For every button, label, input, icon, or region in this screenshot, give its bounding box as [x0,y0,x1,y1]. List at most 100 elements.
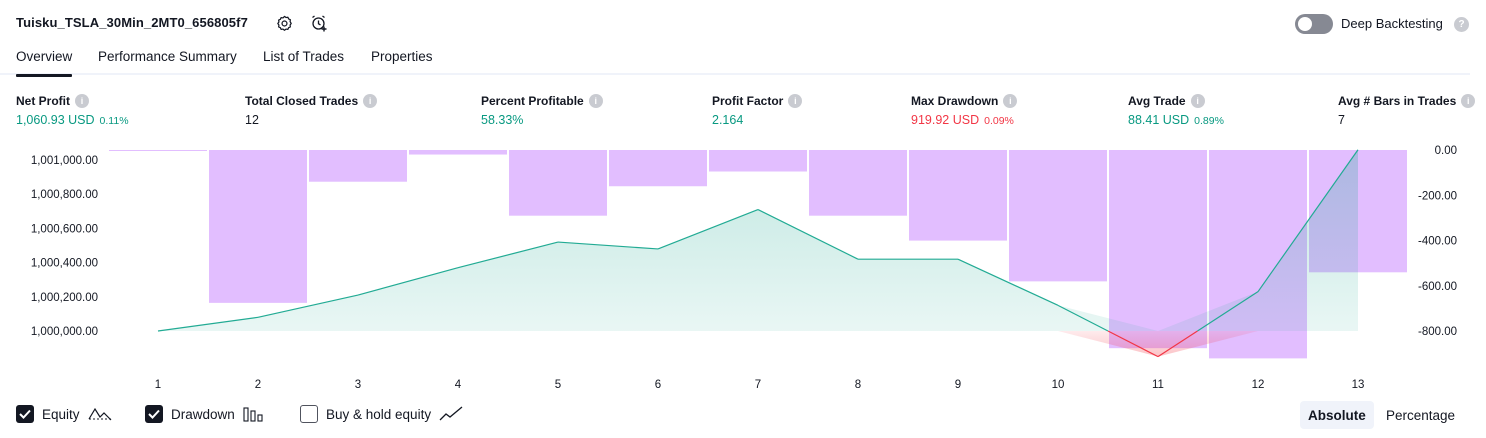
checkbox-label: Drawdown [171,406,235,422]
info-icon[interactable]: i [788,94,803,108]
equity-checkbox[interactable]: Equity [16,405,112,423]
tab-label: Overview [16,49,73,64]
metric-net-profit: Net Profit i 1,060.93 USD 0.11% [16,94,129,127]
checkbox-unchecked-icon [300,405,318,423]
x-axis-tick: 12 [1252,379,1265,391]
x-axis-tick: 1 [155,379,161,391]
toggle-knob [1298,17,1312,31]
tab-label: Properties [371,49,433,64]
drawdown-bar [409,150,507,155]
tab-overview[interactable]: Overview [16,49,73,77]
metric-label: Avg # Bars in Trades [1338,94,1457,108]
drawdown-bar [509,150,607,216]
drawdown-bars-icon [243,406,265,422]
checkbox-checked-icon [16,405,34,423]
left-axis-tick: 1,000,600.00 [31,223,98,235]
x-axis-tick: 3 [355,379,361,391]
right-axis-tick: -200.00 [1418,190,1457,202]
tab-label: List of Trades [263,49,345,64]
metric-total-closed-trades: Total Closed Trades i 12 [245,94,378,127]
metric-label: Total Closed Trades [245,94,359,108]
drawdown-checkbox[interactable]: Drawdown [145,405,265,423]
strategy-header: Tuisku_TSLA_30Min_2MT0_656805f7 Deep Bac… [0,0,1486,46]
tabs-baseline [0,73,1470,75]
checkbox-checked-icon [145,405,163,423]
equity-line-segment [1107,330,1159,358]
drawdown-bar [609,150,707,187]
help-icon[interactable]: ? [1454,17,1469,32]
metric-label: Max Drawdown [911,94,999,108]
info-icon[interactable]: i [1461,94,1476,108]
equity-line-segment [357,267,459,296]
checkbox-label: Equity [42,406,80,422]
deep-backtesting-toggle[interactable] [1295,14,1333,34]
equity-line-segment [1197,291,1259,332]
right-axis-tick: -600.00 [1418,281,1457,293]
metric-label: Net Profit [16,94,70,108]
drawdown-bar [209,150,307,303]
equity-line-segment [157,316,259,332]
report-tabs: Overview Performance Summary List of Tra… [0,46,1470,77]
info-icon[interactable]: i [363,94,378,108]
equity-fill [158,149,1358,331]
x-axis-tick: 6 [655,379,661,391]
metric-percent-profitable: Percent Profitable i 58.33% [481,94,603,127]
add-alert-icon[interactable] [309,13,329,33]
equity-line-segment [957,258,1059,306]
equity-line-segment [1257,149,1359,293]
drawdown-bar [709,150,807,172]
metric-value: 88.41 USD [1128,113,1190,127]
settings-icon[interactable] [274,13,294,33]
x-axis-tick: 10 [1052,379,1065,391]
checkbox-label: Buy & hold equity [326,406,432,422]
metric-max-drawdown: Max Drawdown i 919.92 USD 0.09% [911,94,1018,127]
tab-properties[interactable]: Properties [371,49,433,72]
metric-label: Avg Trade [1128,94,1186,108]
right-axis: -800.00 -600.00 -400.00 -200.00 0.00 [1418,145,1457,338]
metric-value: 58.33% [481,113,524,127]
right-axis-tick: 0.00 [1435,145,1457,157]
info-icon[interactable]: i [1190,94,1205,108]
metric-value: 1,060.93 USD [16,113,95,127]
chart-controls: Equity Drawdown Buy & hold equity Absolu… [0,400,1486,430]
buy-hold-checkbox[interactable]: Buy & hold equity [300,405,463,423]
info-icon[interactable]: i [588,94,603,108]
metric-value: 7 [1338,113,1345,127]
equity-drawdown-chart[interactable]: 1,000,000.00 1,000,200.00 1,000,400.00 1,00… [0,140,1486,398]
equity-line-segment [257,294,359,318]
left-axis-tick: 1,000,400.00 [31,258,98,270]
drawdown-bar [1009,150,1107,282]
metric-percent: 0.09% [984,115,1014,127]
info-icon[interactable]: i [75,94,89,108]
metric-label: Profit Factor [712,94,784,108]
equity-line-icon [88,406,112,422]
left-axis-tick: 1,000,000.00 [31,326,98,338]
x-axis-tick: 4 [455,379,462,391]
x-axis-tick: 7 [755,379,761,391]
drawdown-bar [809,150,907,216]
equity-line-segment [1157,330,1198,358]
left-axis-tick: 1,000,800.00 [31,189,98,201]
equity-line-segment [557,241,659,250]
info-icon[interactable]: i [1003,94,1018,108]
left-axis-tick: 1,000,200.00 [31,292,98,304]
drawdown-bar [909,150,1007,241]
metric-percent: 0.11% [99,115,129,127]
equity-below-fill [158,331,1358,357]
x-axis-tick: 5 [555,379,561,391]
x-axis-tick: 8 [855,379,861,391]
x-axis: 1 2 3 4 5 6 7 8 9 10 11 12 13 [155,379,1365,391]
absolute-mode-button[interactable]: Absolute [1300,401,1374,429]
right-axis-tick: -800.00 [1418,326,1457,338]
percentage-mode-button[interactable]: Percentage [1386,407,1456,423]
x-axis-tick: 9 [955,379,961,391]
equity-area [157,149,1359,358]
right-axis-tick: -400.00 [1418,236,1457,248]
left-axis: 1,000,000.00 1,000,200.00 1,000,400.00 1,00… [31,155,98,338]
metric-avg-bars-in-trades: Avg # Bars in Trades i 7 [1338,94,1476,127]
equity-line-segment [657,209,759,250]
x-axis-tick: 2 [255,379,261,391]
tab-list-of-trades[interactable]: List of Trades [263,49,344,72]
equity-line-segment [1057,304,1109,332]
tab-performance-summary[interactable]: Performance Summary [98,49,237,72]
